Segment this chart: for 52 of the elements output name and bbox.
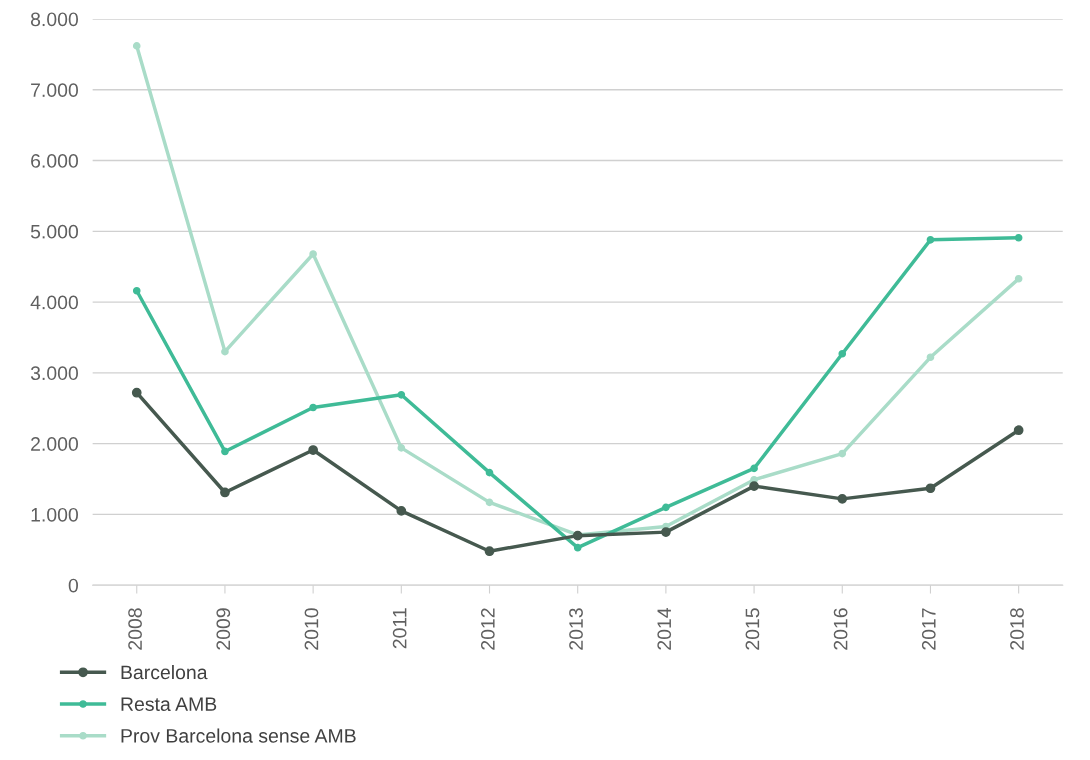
y-tick-label: 8.000 [30, 12, 79, 27]
point [838, 349, 847, 358]
point [925, 483, 936, 494]
y-tick-label: 4.000 [30, 295, 79, 310]
x-tick-label: 2008 [128, 608, 142, 650]
point [573, 543, 582, 552]
point [1014, 233, 1023, 242]
point [661, 527, 671, 537]
x-tick-label: 2016 [833, 608, 848, 650]
point [838, 449, 847, 458]
x-tick-label: 2010 [304, 608, 319, 650]
point [309, 250, 317, 258]
point [926, 235, 935, 244]
point [396, 506, 407, 516]
point [485, 498, 494, 507]
point [131, 387, 142, 398]
y-tick-label: 2.000 [31, 437, 79, 451]
x-tick-label: 2012 [480, 608, 495, 650]
point [662, 503, 670, 512]
y-tick-label: 3.000 [30, 366, 79, 381]
point [220, 487, 230, 498]
legend-label: Barcelona [121, 664, 208, 680]
point [132, 286, 141, 295]
point [1014, 274, 1023, 283]
point [1013, 425, 1024, 436]
point [749, 481, 759, 491]
point [484, 546, 495, 557]
point [837, 493, 848, 504]
legend-label: Prov Barcelona sense AMB [121, 728, 356, 743]
point [397, 390, 406, 399]
x-tick-label: 2014 [657, 607, 672, 650]
point [221, 347, 229, 356]
x-tick-label: 2013 [569, 608, 583, 650]
point [132, 42, 141, 50]
y-tick-label: 5.000 [30, 224, 79, 239]
point [926, 353, 935, 362]
x-tick-label: 2009 [216, 608, 231, 650]
point [750, 464, 758, 473]
x-tick-label: 2018 [1010, 608, 1024, 650]
point [485, 468, 494, 477]
point [309, 403, 317, 412]
x-tick-label: 2015 [745, 608, 760, 650]
x-tick-label: 2011 [392, 608, 407, 649]
y-tick-label: 6.000 [31, 154, 79, 168]
point [308, 445, 318, 455]
point [221, 447, 229, 456]
y-tick-label: 0 [68, 578, 78, 593]
x-tick-label: 2017 [921, 608, 936, 650]
y-tick-label: 1.000 [31, 507, 79, 522]
legend-label: Resta AMB [121, 697, 217, 711]
y-tick-label: 7.000 [31, 83, 79, 98]
point [397, 444, 406, 452]
